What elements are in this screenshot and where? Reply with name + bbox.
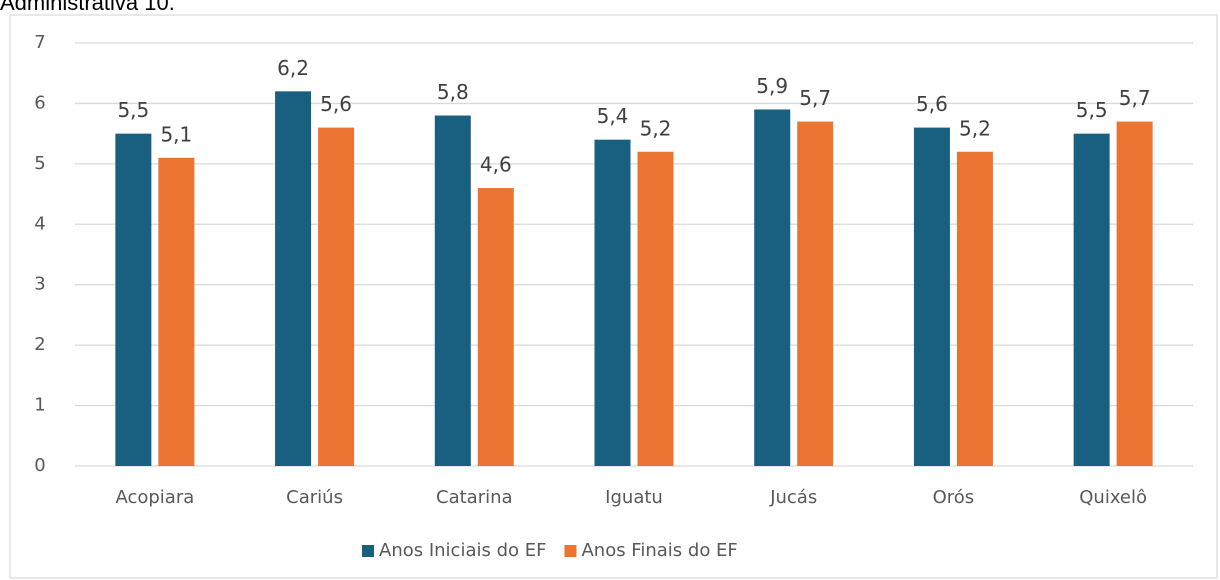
value-label: 5,6: [320, 92, 352, 116]
legend-swatch: [564, 545, 577, 557]
y-tick-label: 3: [34, 274, 45, 295]
bar: [115, 133, 152, 466]
value-label: 5,2: [959, 116, 991, 140]
value-label: 5,2: [640, 116, 672, 140]
chart-border: [9, 14, 1218, 579]
value-label: 5,5: [117, 98, 149, 122]
bar: [754, 109, 791, 466]
x-tick-label: Acopiara: [115, 487, 194, 508]
value-label: 5,8: [437, 80, 469, 104]
x-tick-label: Jucás: [769, 487, 817, 508]
value-label: 5,6: [916, 92, 948, 116]
value-label: 5,5: [1076, 98, 1108, 122]
value-label: 5,1: [160, 122, 192, 146]
bar: [275, 91, 312, 466]
value-label: 5,4: [597, 104, 629, 128]
value-label: 5,9: [756, 74, 788, 98]
x-tick-label: Cariús: [286, 487, 343, 508]
bar: [434, 115, 471, 466]
x-tick-label: Orós: [933, 487, 975, 508]
caption: Administrativa 10.: [0, 0, 175, 15]
bar: [637, 151, 674, 466]
y-tick-label: 7: [34, 32, 45, 53]
legend-label: Anos Finais do EF: [581, 540, 737, 561]
y-tick-label: 5: [34, 153, 45, 174]
y-tick-label: 1: [34, 395, 45, 416]
x-tick-label: Iguatu: [605, 487, 663, 508]
value-label: 6,2: [277, 56, 309, 80]
y-tick-label: 2: [34, 334, 45, 355]
value-label: 5,7: [1119, 86, 1151, 110]
bar: [1116, 121, 1153, 467]
bar: [797, 121, 834, 467]
x-tick-label: Quixelô: [1079, 487, 1147, 508]
bar: [956, 151, 993, 466]
value-label: 4,6: [480, 153, 512, 177]
legend-swatch: [362, 545, 374, 557]
x-tick-label: Catarina: [436, 487, 513, 508]
bar: [158, 157, 195, 467]
value-label: 5,7: [799, 86, 831, 110]
y-tick-label: 0: [34, 455, 45, 476]
legend-label: Anos Iniciais do EF: [379, 540, 546, 561]
bar: [594, 139, 631, 466]
bar: [1073, 133, 1110, 466]
y-tick-label: 6: [34, 92, 45, 113]
bar: [477, 188, 514, 466]
bar: [318, 127, 355, 466]
y-tick-label: 4: [34, 213, 45, 234]
bar: [913, 127, 950, 466]
